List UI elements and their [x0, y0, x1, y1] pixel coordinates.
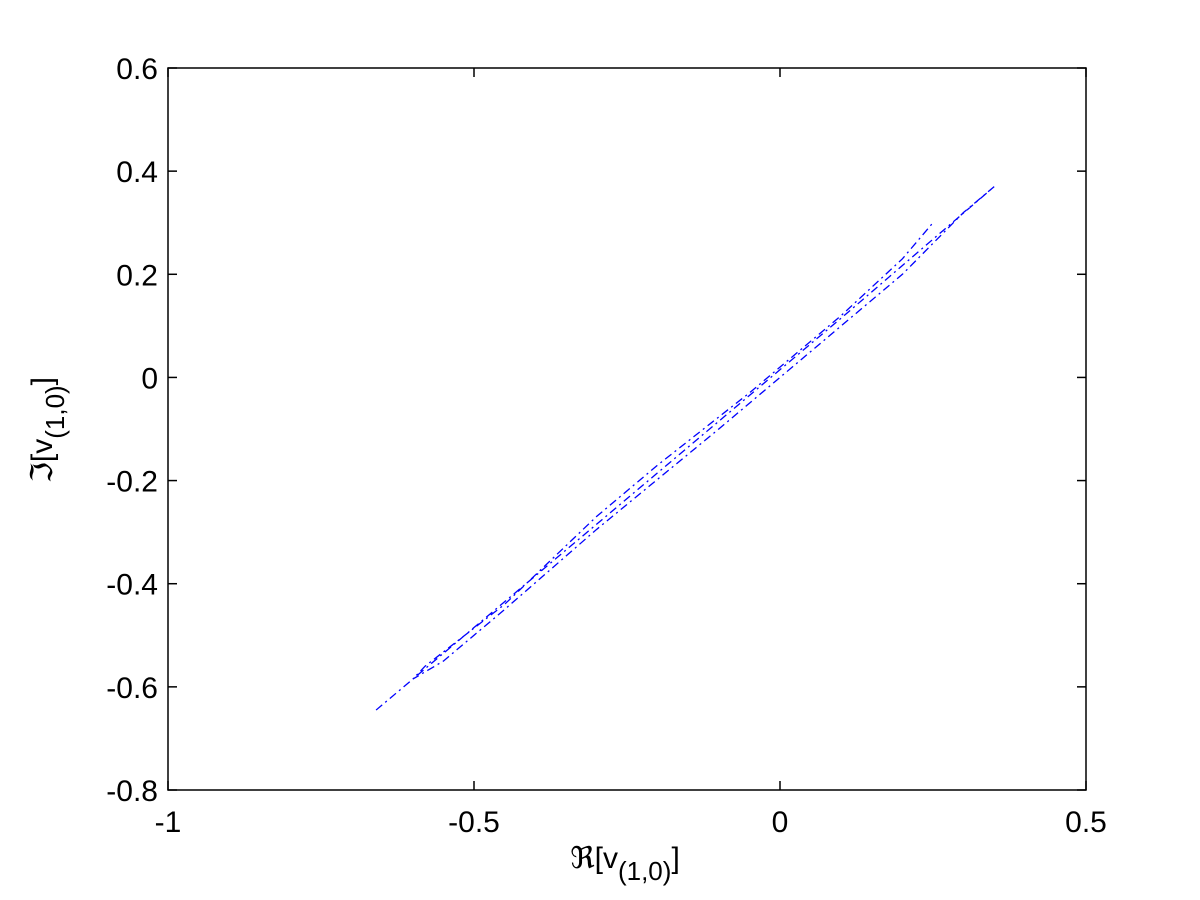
y-label-end: ] — [26, 377, 59, 385]
y-tick-label: 0.2 — [116, 259, 158, 292]
y-label-sub: (1,0) — [40, 385, 70, 438]
x-label-end: ] — [671, 842, 679, 875]
y-tick-label: 0.4 — [116, 156, 158, 189]
x-label-main: ℜ[v — [570, 842, 618, 875]
y-tick-label: -0.8 — [106, 775, 158, 808]
y-axis-label: ℑ[v(1,0)] — [26, 377, 70, 483]
x-axis-label: ℜ[v(1,0)] — [570, 842, 680, 886]
x-tick-label: 0.5 — [1065, 806, 1107, 839]
y-tick-label: -0.2 — [106, 466, 158, 499]
y-label-main: ℑ[v — [26, 439, 59, 483]
x-tick-label: 0 — [772, 806, 789, 839]
plot-frame — [167, 67, 1087, 791]
x-tick-label: -1 — [155, 806, 182, 839]
y-tick-label: 0 — [141, 362, 158, 395]
y-tick-label: -0.6 — [106, 672, 158, 705]
x-tick-label: -0.5 — [448, 806, 500, 839]
data-line — [375, 186, 995, 711]
y-tick-label: 0.6 — [116, 53, 158, 86]
y-tick-label: -0.4 — [106, 569, 158, 602]
x-label-sub: (1,0) — [618, 856, 671, 886]
